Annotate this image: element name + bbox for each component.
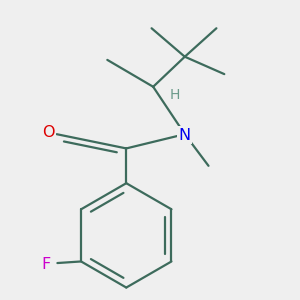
- Text: N: N: [179, 128, 191, 142]
- Text: H: H: [170, 88, 181, 102]
- Text: F: F: [41, 257, 50, 272]
- Text: O: O: [43, 125, 55, 140]
